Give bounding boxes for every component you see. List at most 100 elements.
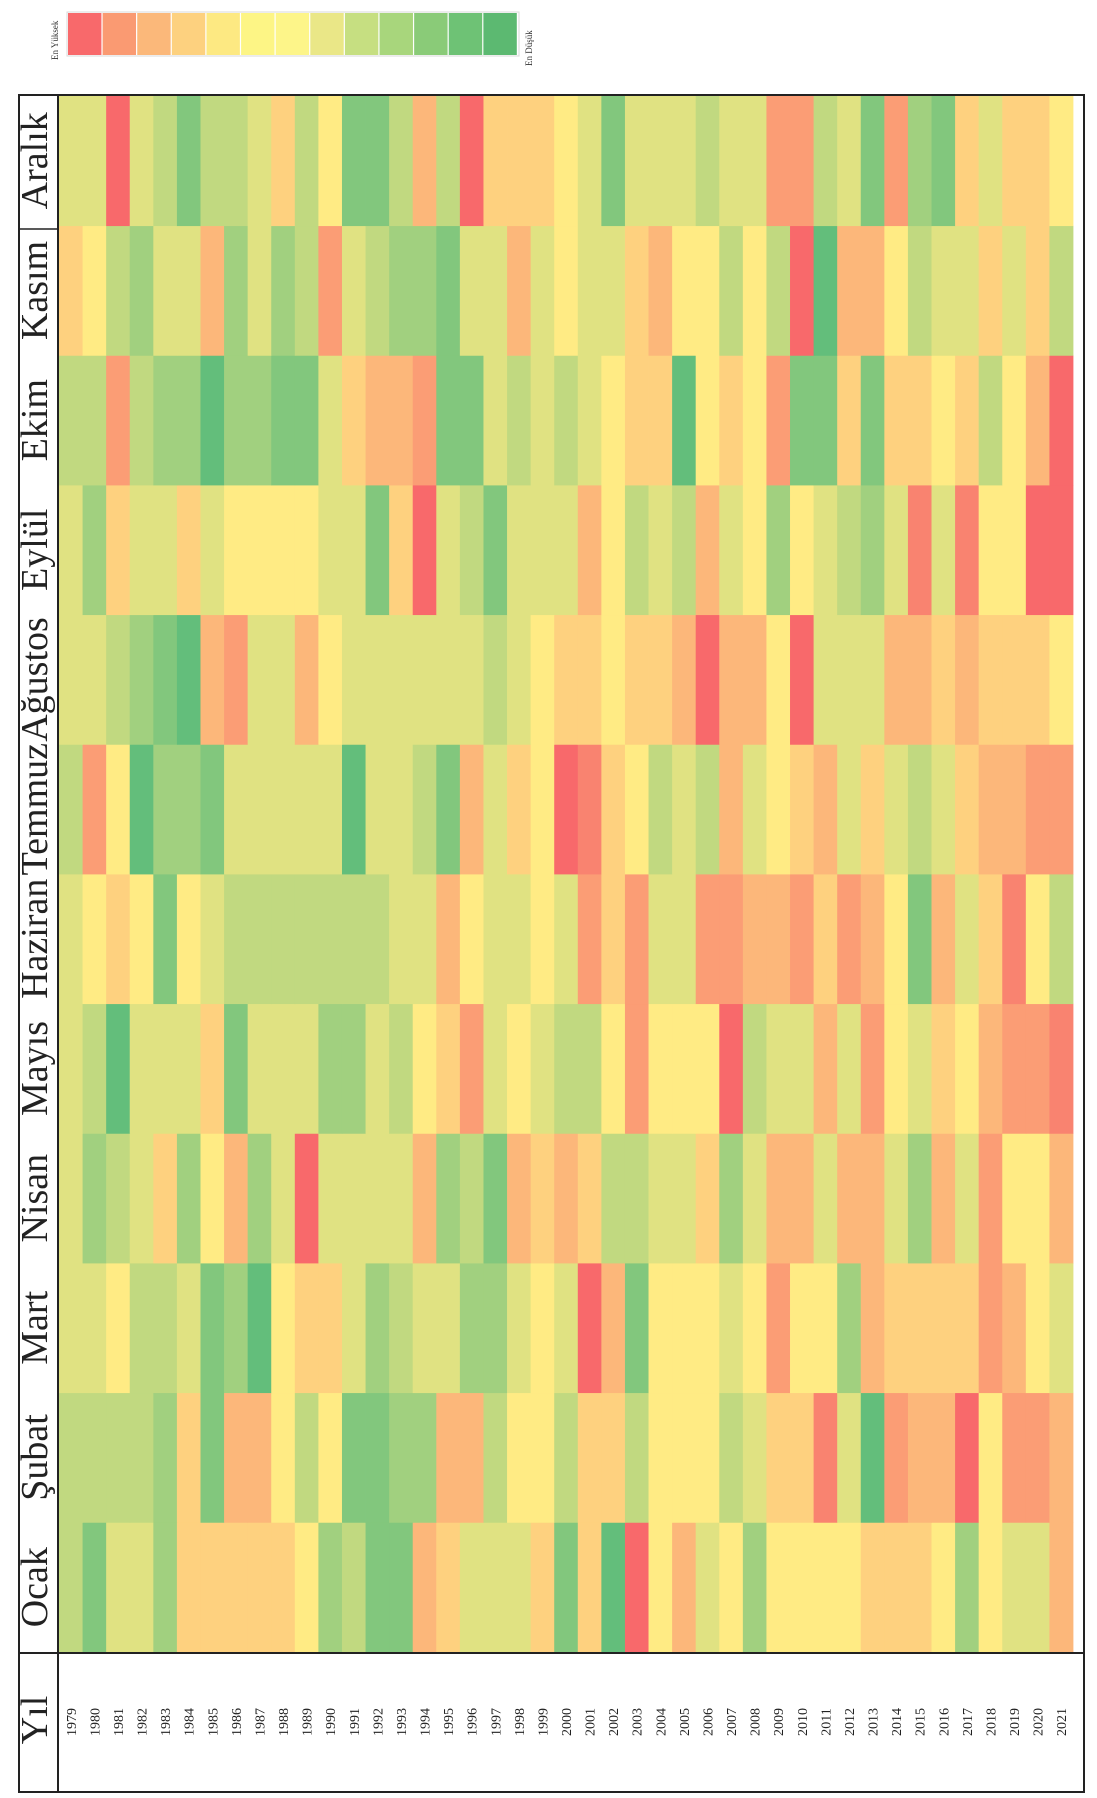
heatmap-cell [82,1263,107,1394]
heatmap-cell [648,1263,673,1394]
heatmap-cell [530,874,555,1005]
table-frame [18,94,1085,1793]
heatmap-cell [554,1133,579,1264]
heatmap-cell [624,225,649,356]
heatmap-cell [1049,355,1074,486]
heatmap-cell [554,874,579,1005]
heatmap-cell [766,96,791,227]
heatmap-cell [790,1522,814,1653]
heatmap-cell [672,1133,697,1264]
heatmap-cell [719,485,744,616]
heatmap-cell [365,96,390,227]
year-label: 2014 [890,1708,905,1736]
heatmap-cell [1049,744,1074,875]
heatmap-cell [483,1003,508,1134]
heatmap-cell [176,225,201,356]
heatmap-cell [554,614,579,745]
heatmap-cell [955,485,980,616]
heatmap-cell [1049,225,1074,356]
heatmap-cell [82,96,107,227]
heatmap-cell [483,1522,508,1653]
outer-border [18,94,1085,1793]
heatmap-cell [601,874,626,1005]
heatmap-cell [412,1133,437,1264]
heatmap-cell [106,744,131,875]
heatmap-cell [907,874,932,1005]
heatmap-cell [719,225,744,356]
heatmap-cell [271,485,296,616]
heatmap-cell [318,614,343,745]
heatmap-cell [247,1263,272,1394]
heatmap-cell [459,1522,484,1653]
heatmap-cell [153,1263,178,1394]
heatmap-cell [436,614,461,745]
heatmap-cell [719,1522,744,1653]
heatmap-cell [1002,1003,1027,1134]
heatmap-cell [1049,1263,1074,1394]
heatmap-cell [907,485,932,616]
heatmap-cell [129,225,154,356]
heatmap-cell [271,96,296,227]
month-label: Nisan [14,1154,56,1243]
legend-low-label: En Düşük [524,30,534,66]
heatmap-cell [389,225,414,356]
heatmap-cell [530,485,555,616]
heatmap-cell [955,1133,980,1264]
heatmap-cell [436,874,461,1005]
heatmap-cell [153,96,178,227]
heatmap-cell [1025,96,1050,227]
heatmap-cell [389,485,414,616]
heatmap-cell [672,355,697,486]
heatmap-cell [955,1263,980,1394]
heatmap-cell [624,1522,649,1653]
heatmap-cell [813,1392,838,1523]
heatmap-cell [978,874,1003,1005]
heatmap-cell [59,1263,83,1394]
year-label: 2002 [607,1708,622,1736]
heatmap-cell [978,225,1003,356]
heatmap-cell [837,1263,862,1394]
heatmap-cell [341,485,366,616]
heatmap-cell [59,1392,83,1523]
heatmap-cell [624,96,649,227]
heatmap-cell [1025,744,1050,875]
heatmap-cell [176,96,201,227]
heatmap-cell [106,1392,131,1523]
legend-swatch [241,13,275,55]
heatmap-cell [931,1522,956,1653]
heatmap-cell [247,744,272,875]
heatmap-cell [106,1522,131,1653]
heatmap-cell [931,485,956,616]
heatmap-cell [766,614,791,745]
year-label: 2003 [631,1708,646,1736]
heatmap-cell [978,1133,1003,1264]
heatmap-cell [530,355,555,486]
legend-swatch [448,13,483,55]
heatmap-cell [742,355,767,486]
heatmap-cell [59,744,83,875]
heatmap-cell [82,1392,107,1523]
heatmap-cell [884,355,909,486]
heatmap-cell [648,1392,673,1523]
heatmap-cell [294,744,319,875]
heatmap-cell [624,355,649,486]
heatmap-cell [176,1392,201,1523]
heatmap-cell [200,1003,225,1134]
heatmap-cell [978,744,1003,875]
heatmap-cell [318,1522,343,1653]
heatmap-cell [672,874,697,1005]
heatmap-cell [483,355,508,486]
heatmap-cell [200,1133,225,1264]
heatmap-cell [436,96,461,227]
heatmap-cell [271,1003,296,1134]
heatmap-cell [200,1263,225,1394]
heatmap-cell [648,1003,673,1134]
heatmap-cell [577,1392,602,1523]
heatmap-cell [837,1522,862,1653]
heatmap-cell [742,1003,767,1134]
heatmap-cell [577,1133,602,1264]
heatmap-cell [1049,874,1074,1005]
month-label: Mayıs [14,1021,56,1116]
heatmap-cell [82,1522,107,1653]
heatmap-cell [766,355,791,486]
